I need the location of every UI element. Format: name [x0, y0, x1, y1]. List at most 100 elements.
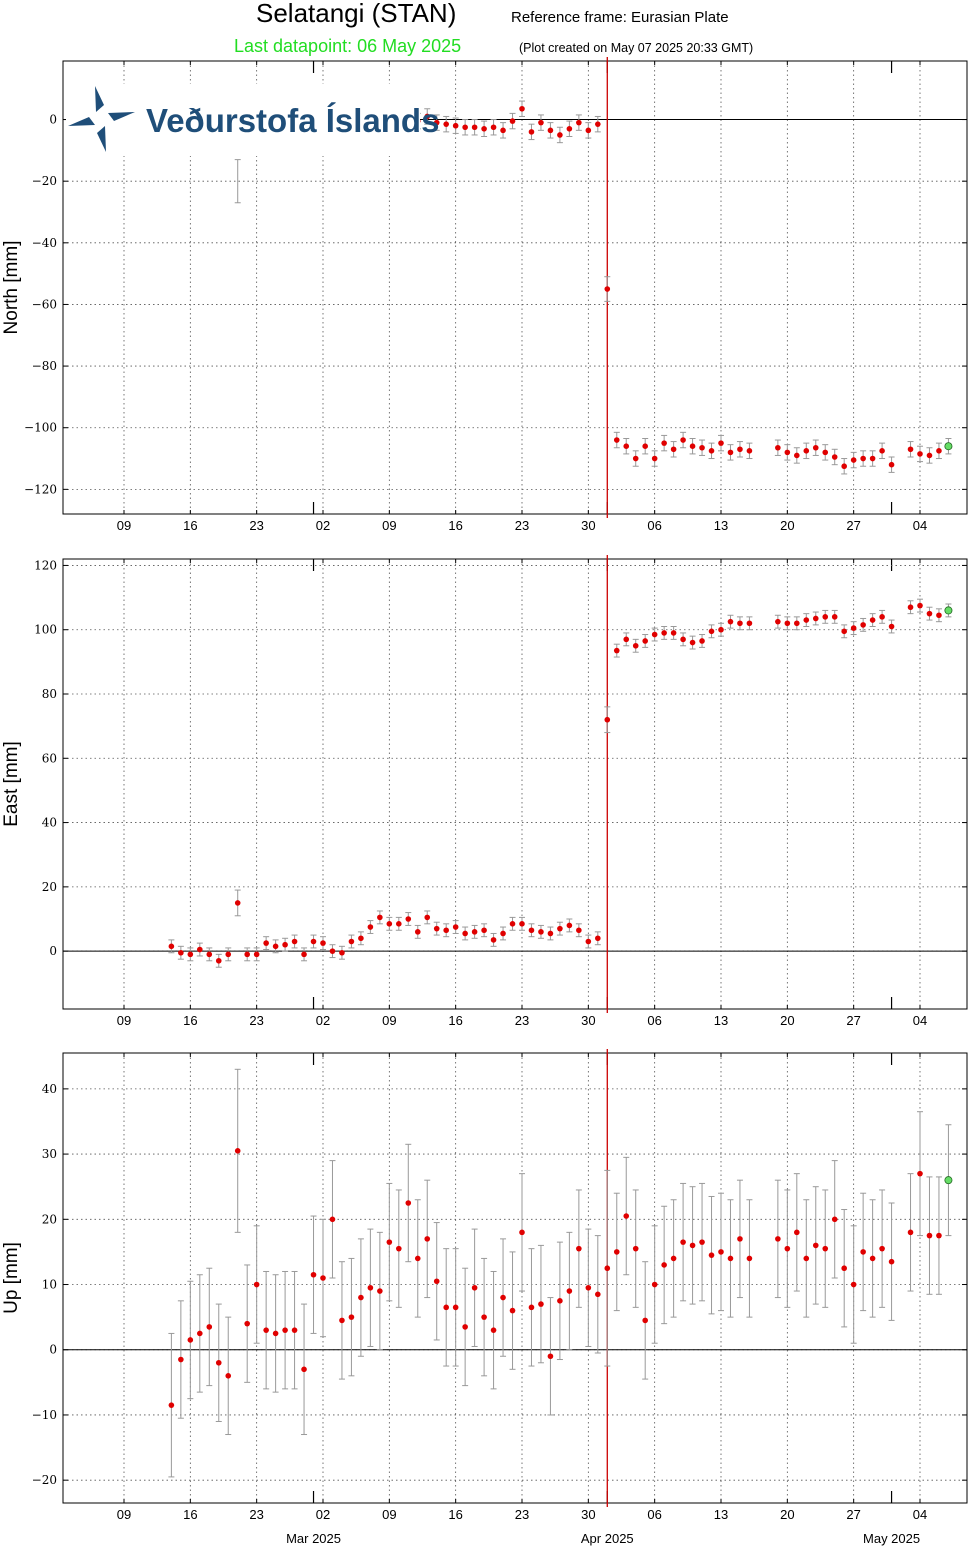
y-tick-label: −40 — [32, 236, 57, 250]
data-point — [661, 630, 667, 636]
data-point — [651, 631, 658, 638]
plot-frame — [62, 558, 968, 1010]
data-point — [471, 1284, 478, 1291]
data-point — [888, 1258, 895, 1265]
data-point — [812, 444, 819, 451]
last-data-point — [944, 606, 953, 615]
x-tick-label: 13 — [714, 518, 728, 533]
data-point — [414, 1255, 421, 1262]
data-point — [168, 943, 175, 950]
data-point — [348, 938, 355, 945]
data-point — [557, 1298, 563, 1304]
data-point — [576, 119, 582, 126]
data-point — [604, 286, 611, 292]
data-point — [443, 927, 449, 934]
data-point — [917, 451, 923, 457]
y-tick-label: −80 — [32, 359, 57, 373]
data-point — [367, 1284, 374, 1291]
x-tick-label: 04 — [913, 1013, 927, 1028]
data-point — [253, 951, 260, 958]
data-point — [869, 1255, 876, 1262]
logo-text: Veðurstofa Íslands — [146, 102, 439, 139]
data-point — [879, 614, 885, 620]
panel-1: 09 16 23 02 09 16 23 30 06 13 20 27 04 120 100 80 60 40 20… — [1, 555, 968, 1028]
data-point — [936, 1232, 942, 1239]
data-point — [746, 448, 753, 454]
data-point — [623, 636, 630, 643]
month-label: Apr 2025 — [581, 1531, 634, 1546]
data-point — [841, 628, 847, 635]
data-point — [414, 929, 421, 935]
y-axis-label: Up [mm] — [1, 1242, 22, 1314]
y-tick-label: 0 — [49, 944, 57, 958]
data-point — [405, 1200, 412, 1206]
data-point — [348, 1314, 355, 1320]
y-tick-label: 0 — [49, 113, 57, 127]
data-point — [727, 1255, 734, 1262]
data-point — [699, 1239, 705, 1245]
x-tick-label: 09 — [382, 518, 396, 533]
data-point — [613, 1249, 620, 1255]
data-point — [850, 625, 857, 631]
data-point — [727, 618, 734, 625]
data-point — [490, 124, 497, 131]
data-point — [708, 448, 715, 454]
x-tick-label: 06 — [647, 1013, 661, 1028]
data-point — [433, 119, 440, 126]
data-point — [775, 444, 781, 451]
x-tick-label: 30 — [581, 1507, 595, 1522]
x-tick-label: 27 — [846, 518, 860, 533]
data-point — [784, 449, 791, 456]
data-point — [471, 929, 478, 935]
data-point — [386, 921, 393, 927]
data-point — [329, 1216, 336, 1223]
data-point — [595, 1291, 601, 1298]
data-point — [623, 1213, 630, 1219]
data-point — [452, 1304, 459, 1311]
data-point — [377, 1288, 383, 1294]
data-point — [443, 1304, 449, 1311]
data-point — [206, 1324, 213, 1330]
data-point — [585, 1284, 592, 1291]
last-datapoint: Last datapoint: 06 May 2025 — [234, 36, 461, 56]
data-point — [850, 457, 857, 463]
data-point — [651, 455, 658, 462]
x-tick-label: 20 — [780, 1507, 794, 1522]
data-point — [443, 121, 449, 127]
data-point — [595, 121, 601, 127]
data-point — [803, 448, 810, 454]
data-point — [917, 602, 923, 609]
x-tick-label: 09 — [117, 1013, 131, 1028]
data-point — [812, 1242, 819, 1249]
data-point — [215, 957, 222, 964]
x-tick-label: 23 — [515, 1507, 529, 1522]
panel-2: 09 16 23 02 09 16 23 30 06 13 20 27 04 Mar 2025 Apr 20… — [1, 1049, 968, 1546]
x-tick-label: 04 — [913, 1507, 927, 1522]
y-tick-label: 80 — [42, 687, 57, 701]
data-point — [831, 454, 838, 460]
y-tick-label: −100 — [24, 421, 57, 435]
data-point — [301, 1366, 307, 1373]
x-tick-label: 09 — [117, 518, 131, 533]
data-point — [651, 1281, 658, 1288]
data-point — [680, 636, 686, 643]
vedurstofa-logo: Veðurstofa Íslands — [66, 84, 439, 156]
data-point — [613, 647, 620, 654]
y-tick-label: −60 — [32, 297, 57, 311]
data-point — [822, 449, 829, 456]
data-point — [746, 620, 753, 627]
y-axis-label: East [mm] — [1, 741, 22, 827]
data-point — [500, 127, 506, 134]
data-point — [632, 1245, 639, 1252]
x-tick-label: 16 — [448, 1507, 462, 1522]
data-point — [727, 449, 734, 456]
data-point — [775, 1236, 781, 1242]
data-point — [500, 1294, 506, 1301]
data-point — [803, 617, 810, 623]
data-point — [471, 124, 478, 131]
data-point — [566, 125, 573, 132]
logo-star-icon — [68, 86, 135, 152]
data-point — [680, 1239, 686, 1245]
data-point — [519, 921, 525, 927]
x-tick-label: 23 — [249, 1507, 263, 1522]
